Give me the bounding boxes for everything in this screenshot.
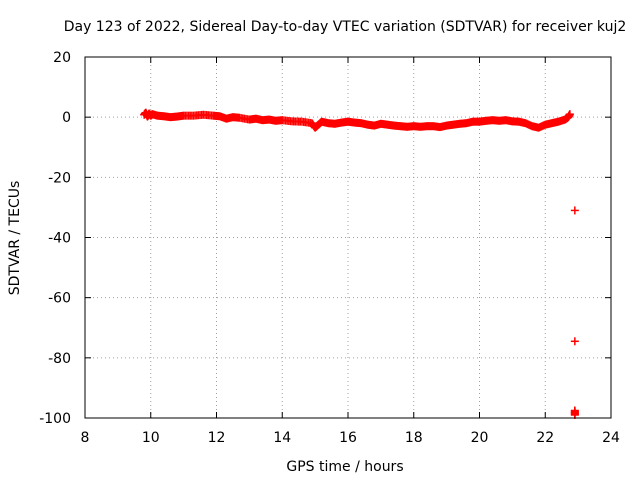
y-tick-label: -20 (48, 170, 71, 186)
grid (85, 57, 611, 418)
y-tick-label: 0 (62, 110, 71, 126)
x-tick-label: 20 (471, 430, 489, 446)
y-tick-label: -80 (48, 351, 71, 367)
x-tick-label: 16 (339, 430, 357, 446)
x-tick-label: 10 (142, 430, 160, 446)
data-series (140, 108, 579, 419)
y-tick-label: -40 (48, 231, 71, 247)
x-tick-label: 24 (602, 430, 620, 446)
axis-ticks: 8 10 12 14 16 18 20 22 24 -100 -80 -60 -40 -20 0 20 (39, 50, 620, 446)
x-tick-label: 12 (208, 430, 226, 446)
data-point (565, 110, 574, 119)
x-tick-label: 14 (273, 430, 291, 446)
data-point (570, 206, 579, 215)
y-axis-label: SDTVAR / TECUs (7, 181, 23, 296)
data-point (570, 337, 579, 346)
x-tick-label: 22 (536, 430, 554, 446)
x-tick-label: 8 (81, 430, 90, 446)
y-tick-label: 20 (53, 50, 71, 66)
x-axis-label: GPS time / hours (286, 459, 403, 475)
y-tick-label: -100 (39, 411, 71, 427)
chart-title: Day 123 of 2022, Sidereal Day-to-day VTE… (64, 19, 627, 35)
x-tick-label: 18 (405, 430, 423, 446)
y-tick-label: -60 (48, 291, 71, 307)
